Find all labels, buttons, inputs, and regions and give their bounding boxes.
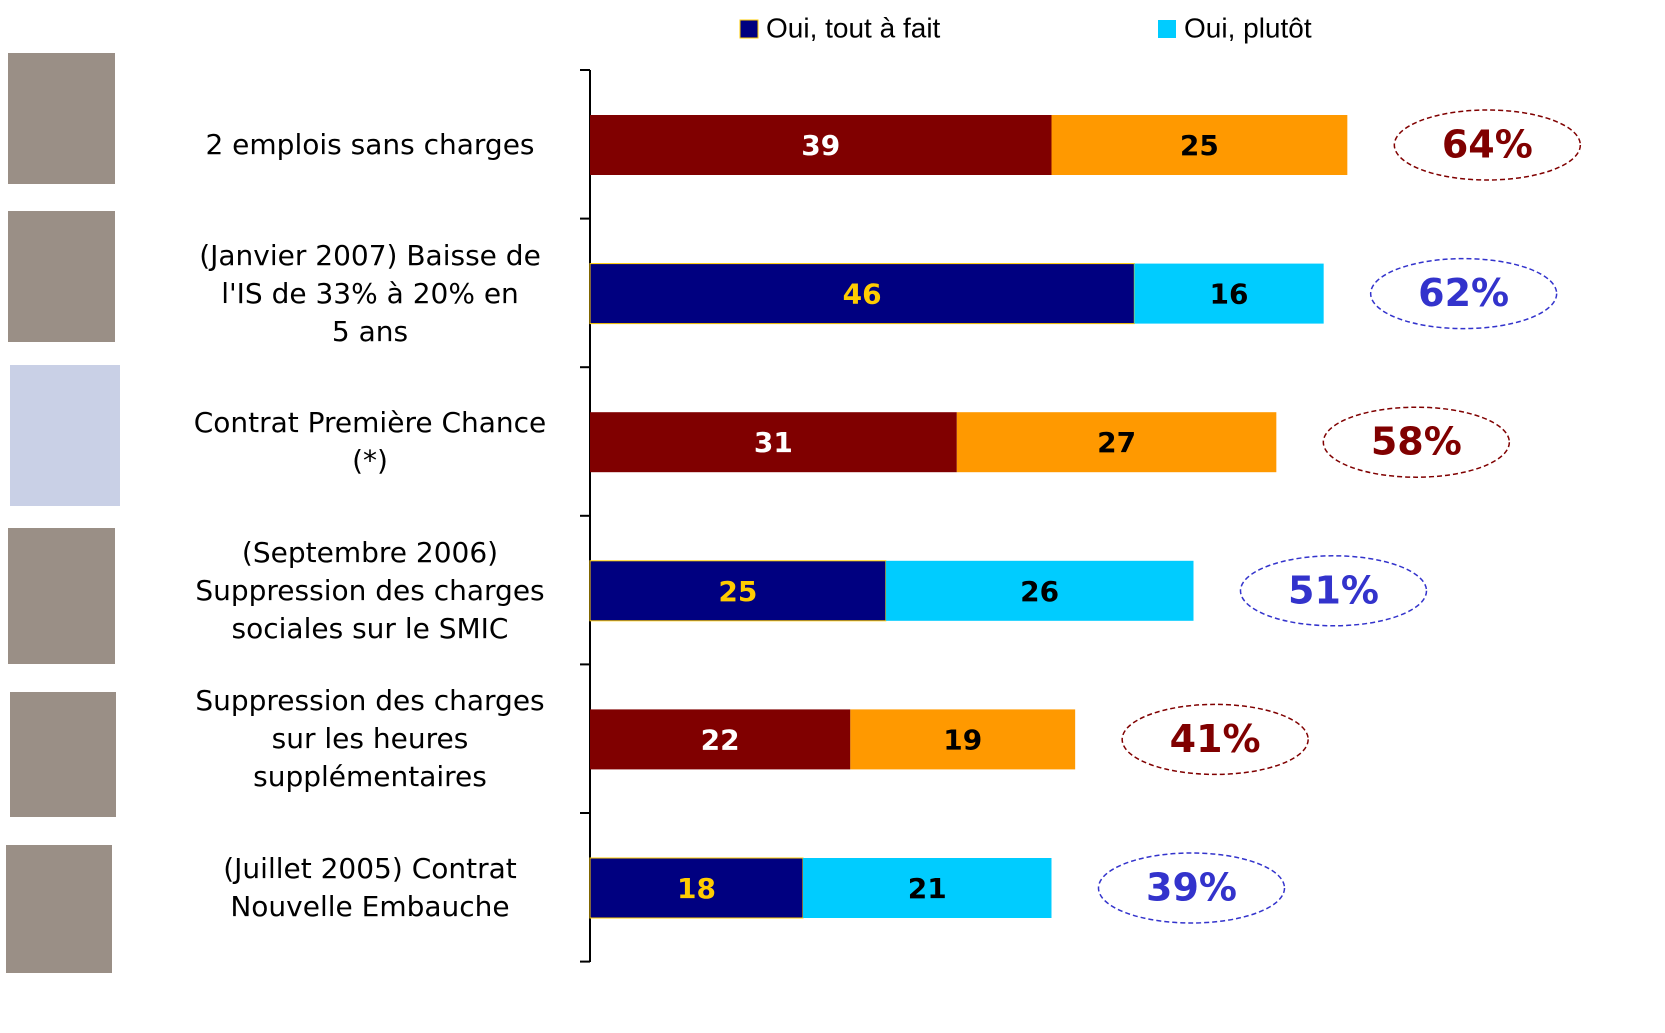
photo xyxy=(8,528,115,664)
total-label: 51% xyxy=(1288,568,1379,612)
bar-segment xyxy=(803,858,1052,918)
bar-segment xyxy=(1051,115,1348,175)
photo xyxy=(10,692,116,817)
bar-segment xyxy=(589,560,887,622)
data-label: 25 xyxy=(1180,129,1219,162)
data-label: 31 xyxy=(754,426,793,459)
legend-label: Oui, plutôt xyxy=(1184,12,1312,43)
category-label: (Juillet 2005) Contrat Nouvelle Embauche xyxy=(223,852,517,923)
photo xyxy=(8,211,115,342)
total-ellipse xyxy=(1121,703,1309,776)
total-label: 64% xyxy=(1442,123,1533,167)
data-label: 27 xyxy=(1097,426,1136,459)
total-label: 58% xyxy=(1371,420,1462,464)
legend-swatch xyxy=(1158,20,1176,38)
bar-segment xyxy=(956,412,1277,473)
total-ellipse xyxy=(1369,257,1558,330)
legend-label: Oui, tout à fait xyxy=(766,12,941,43)
total-label: 62% xyxy=(1418,271,1509,315)
total-label: 41% xyxy=(1170,717,1261,761)
category-label: (Janvier 2007) Baisse de l'IS de 33% à 2… xyxy=(199,238,541,348)
bar-segment xyxy=(590,412,957,473)
total-ellipse xyxy=(1322,406,1511,478)
photo xyxy=(6,845,112,973)
data-label: 16 xyxy=(1210,278,1249,311)
total-ellipse xyxy=(1393,109,1582,181)
total-ellipse xyxy=(1097,852,1286,924)
data-label: 18 xyxy=(677,872,716,905)
category-label: Suppression des charges sur les heures s… xyxy=(195,684,545,794)
bar-segment xyxy=(885,560,1194,621)
data-label: 19 xyxy=(943,723,982,756)
photo xyxy=(10,365,120,506)
data-label: 39 xyxy=(801,129,840,162)
bar-segment xyxy=(590,709,851,770)
total-label: 39% xyxy=(1146,866,1237,910)
photo xyxy=(8,53,115,184)
category-label: 2 emplois sans charges xyxy=(205,128,535,161)
bar-segment xyxy=(1134,263,1324,324)
total-ellipse xyxy=(1239,555,1428,627)
legend-swatch xyxy=(739,19,759,39)
photos xyxy=(6,53,120,973)
category-label: (Septembre 2006) Suppression des charges… xyxy=(195,535,545,645)
category-label: Contrat Première Chance (*) xyxy=(193,406,547,478)
bar-segment xyxy=(589,857,804,919)
data-label: 25 xyxy=(718,575,757,608)
bar-segment xyxy=(850,709,1076,770)
bar-segment xyxy=(590,115,1052,175)
data-label: 21 xyxy=(908,872,947,905)
data-label: 22 xyxy=(701,723,740,756)
data-label: 46 xyxy=(843,278,882,311)
data-label: 26 xyxy=(1020,575,1059,608)
bar-segment xyxy=(589,263,1135,325)
